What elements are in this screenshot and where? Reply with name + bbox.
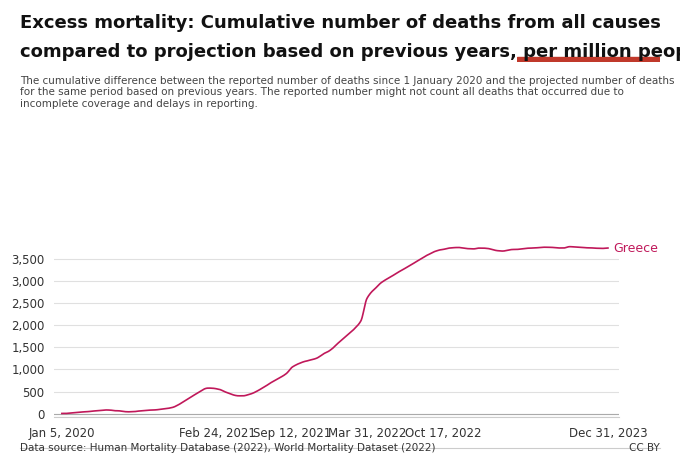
Text: Data source: Human Mortality Database (2022), World Mortality Dataset (2022): Data source: Human Mortality Database (2… (20, 443, 436, 453)
Text: The cumulative difference between the reported number of deaths since 1 January : The cumulative difference between the re… (20, 76, 675, 109)
Text: compared to projection based on previous years, per million people: compared to projection based on previous… (20, 43, 680, 61)
Text: Our World: Our World (555, 21, 622, 34)
Bar (517, 57, 660, 62)
Text: Excess mortality: Cumulative number of deaths from all causes: Excess mortality: Cumulative number of d… (20, 14, 661, 32)
Text: Greece: Greece (613, 242, 658, 255)
Text: CC BY: CC BY (629, 443, 660, 453)
Text: in Data: in Data (564, 39, 612, 53)
